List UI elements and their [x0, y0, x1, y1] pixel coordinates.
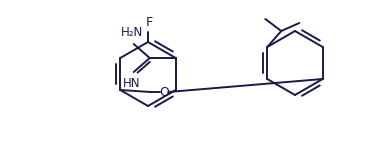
Text: O: O [159, 85, 169, 99]
Text: F: F [146, 16, 152, 30]
Text: H₂N: H₂N [121, 26, 143, 39]
Text: HN: HN [123, 77, 141, 90]
